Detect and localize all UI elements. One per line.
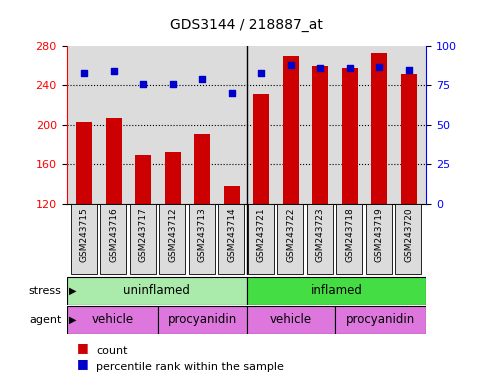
Text: procyanidin: procyanidin [168, 313, 237, 326]
FancyBboxPatch shape [67, 277, 246, 305]
FancyBboxPatch shape [246, 306, 335, 333]
Text: ▶: ▶ [69, 314, 76, 325]
Point [257, 70, 265, 76]
Bar [135, 155, 151, 204]
Point [198, 76, 206, 82]
FancyBboxPatch shape [189, 204, 215, 274]
FancyBboxPatch shape [278, 204, 303, 274]
Point [375, 63, 383, 70]
Point [405, 67, 413, 73]
Text: GSM243722: GSM243722 [286, 207, 295, 262]
Bar [106, 118, 122, 204]
Point [169, 81, 176, 87]
Text: procyanidin: procyanidin [346, 313, 415, 326]
Text: GDS3144 / 218887_at: GDS3144 / 218887_at [170, 18, 323, 32]
FancyBboxPatch shape [335, 306, 426, 333]
FancyBboxPatch shape [130, 204, 156, 274]
FancyBboxPatch shape [71, 204, 97, 274]
Text: count: count [96, 346, 128, 356]
Text: agent: agent [29, 314, 62, 325]
FancyBboxPatch shape [218, 204, 245, 274]
Point [317, 65, 324, 71]
Text: vehicle: vehicle [270, 313, 312, 326]
FancyBboxPatch shape [395, 204, 422, 274]
FancyBboxPatch shape [248, 204, 274, 274]
Text: GSM243714: GSM243714 [227, 207, 236, 262]
Text: inflamed: inflamed [311, 285, 362, 297]
Bar [253, 94, 269, 204]
Bar [165, 152, 181, 204]
Text: ■: ■ [76, 341, 88, 354]
Text: GSM243718: GSM243718 [345, 207, 354, 262]
FancyBboxPatch shape [158, 306, 246, 333]
FancyBboxPatch shape [159, 204, 185, 274]
Text: GSM243716: GSM243716 [109, 207, 118, 262]
Bar [312, 66, 328, 204]
Bar [76, 122, 92, 204]
Point [80, 70, 88, 76]
Bar [194, 134, 211, 204]
Text: vehicle: vehicle [91, 313, 133, 326]
FancyBboxPatch shape [307, 204, 333, 274]
Text: stress: stress [29, 286, 62, 296]
Point [346, 65, 353, 71]
Text: GSM243715: GSM243715 [80, 207, 89, 262]
FancyBboxPatch shape [336, 204, 362, 274]
Point [287, 62, 295, 68]
Text: GSM243721: GSM243721 [257, 207, 266, 262]
Text: percentile rank within the sample: percentile rank within the sample [96, 362, 284, 372]
Bar [401, 74, 417, 204]
Point [110, 68, 118, 74]
Text: GSM243717: GSM243717 [139, 207, 148, 262]
Text: ■: ■ [76, 357, 88, 370]
Text: uninflamed: uninflamed [123, 285, 190, 297]
Bar [282, 56, 299, 204]
Bar [224, 186, 240, 204]
Text: GSM243712: GSM243712 [168, 207, 177, 262]
Text: GSM243719: GSM243719 [375, 207, 384, 262]
FancyBboxPatch shape [366, 204, 392, 274]
Text: GSM243720: GSM243720 [404, 207, 413, 262]
FancyBboxPatch shape [101, 204, 126, 274]
Bar [342, 68, 358, 204]
Bar [371, 53, 387, 204]
FancyBboxPatch shape [67, 306, 158, 333]
FancyBboxPatch shape [246, 277, 426, 305]
Text: GSM243723: GSM243723 [316, 207, 325, 262]
Point [140, 81, 147, 87]
Text: ▶: ▶ [69, 286, 76, 296]
Point [228, 90, 236, 96]
Text: GSM243713: GSM243713 [198, 207, 207, 262]
